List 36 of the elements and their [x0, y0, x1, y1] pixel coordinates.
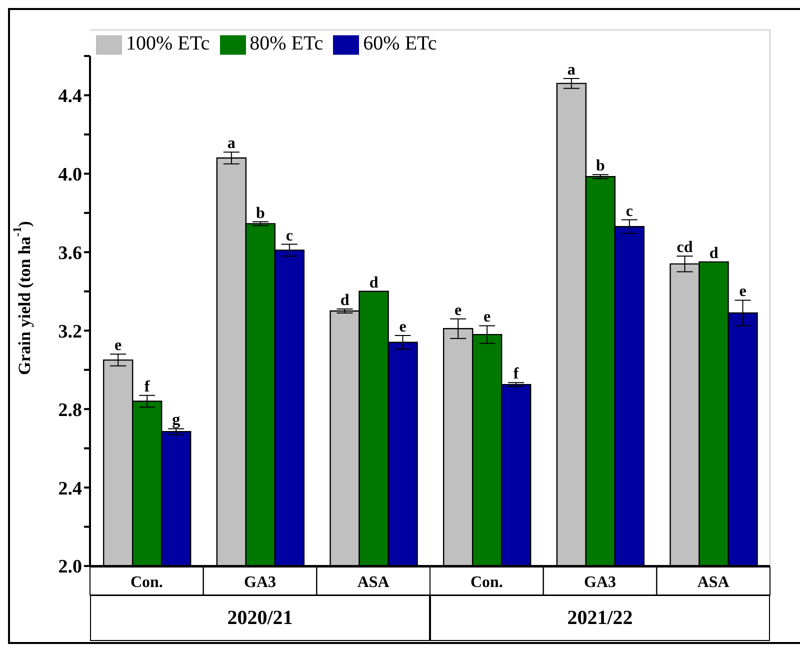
data-label: e: [739, 283, 746, 300]
legend-label: 80% ETc: [250, 32, 324, 55]
x-tick-label: ASA: [357, 574, 390, 591]
data-label: b: [256, 204, 265, 222]
data-label: e: [114, 337, 122, 354]
x-tick-label: Con.: [470, 574, 503, 591]
data-label: cd: [676, 239, 693, 256]
y-tick-label: 2.4: [58, 478, 82, 500]
data-label: e: [454, 302, 462, 319]
x-tick-label: Con.: [130, 574, 163, 591]
y-tick-label: 3.2: [58, 321, 82, 342]
data-label: d: [340, 292, 350, 310]
data-label: e: [484, 308, 491, 326]
y-tick-label: 4.0: [58, 164, 82, 186]
data-label: a: [227, 135, 236, 152]
data-label: b: [596, 158, 605, 175]
data-label: g: [172, 412, 180, 429]
y-tick-label: 2.0: [58, 556, 82, 578]
data-label: f: [513, 366, 520, 383]
data-label: e: [399, 318, 406, 336]
y-tick-label: 2.8: [58, 400, 82, 421]
text: 2020/21: [90, 595, 430, 641]
data-label: a: [567, 62, 576, 79]
data-label: f: [144, 378, 150, 396]
data-label: c: [626, 202, 633, 220]
y-tick-label: 3.6: [58, 242, 82, 264]
text: 2021/22: [430, 595, 770, 641]
legend-label: 100% ETc: [126, 32, 210, 55]
x-tick-label: ASA: [697, 574, 730, 591]
x-tick-label: GA3: [244, 574, 276, 591]
y-tick-label: 4.4: [58, 86, 82, 107]
data-label: c: [286, 227, 293, 244]
x-tick-label: GA3: [584, 574, 616, 591]
legend-label: 60% ETc: [363, 32, 437, 55]
data-label: d: [709, 244, 718, 262]
data-label: d: [369, 274, 378, 292]
